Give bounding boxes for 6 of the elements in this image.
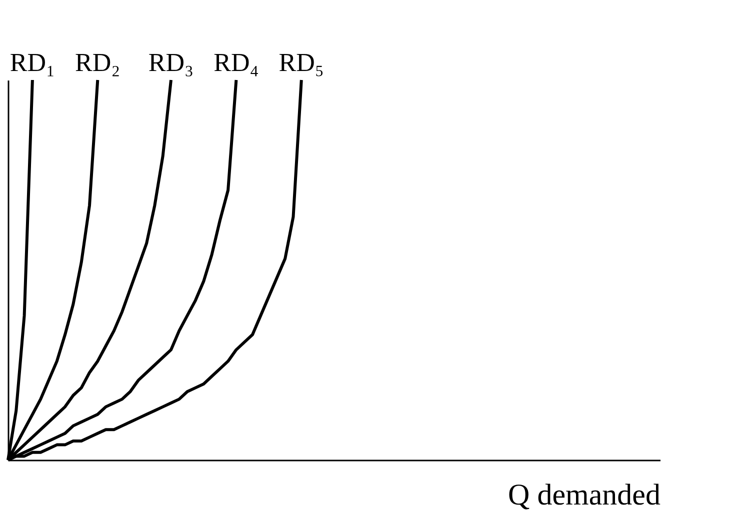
- series-label: RD₁: [10, 48, 56, 77]
- series-label: RD₃: [148, 48, 194, 77]
- x-axis-title: Q demanded: [508, 478, 660, 512]
- series-label: RD₅: [278, 48, 324, 77]
- series-label: RD₂: [75, 48, 120, 77]
- series-label: RD₄: [214, 48, 259, 77]
